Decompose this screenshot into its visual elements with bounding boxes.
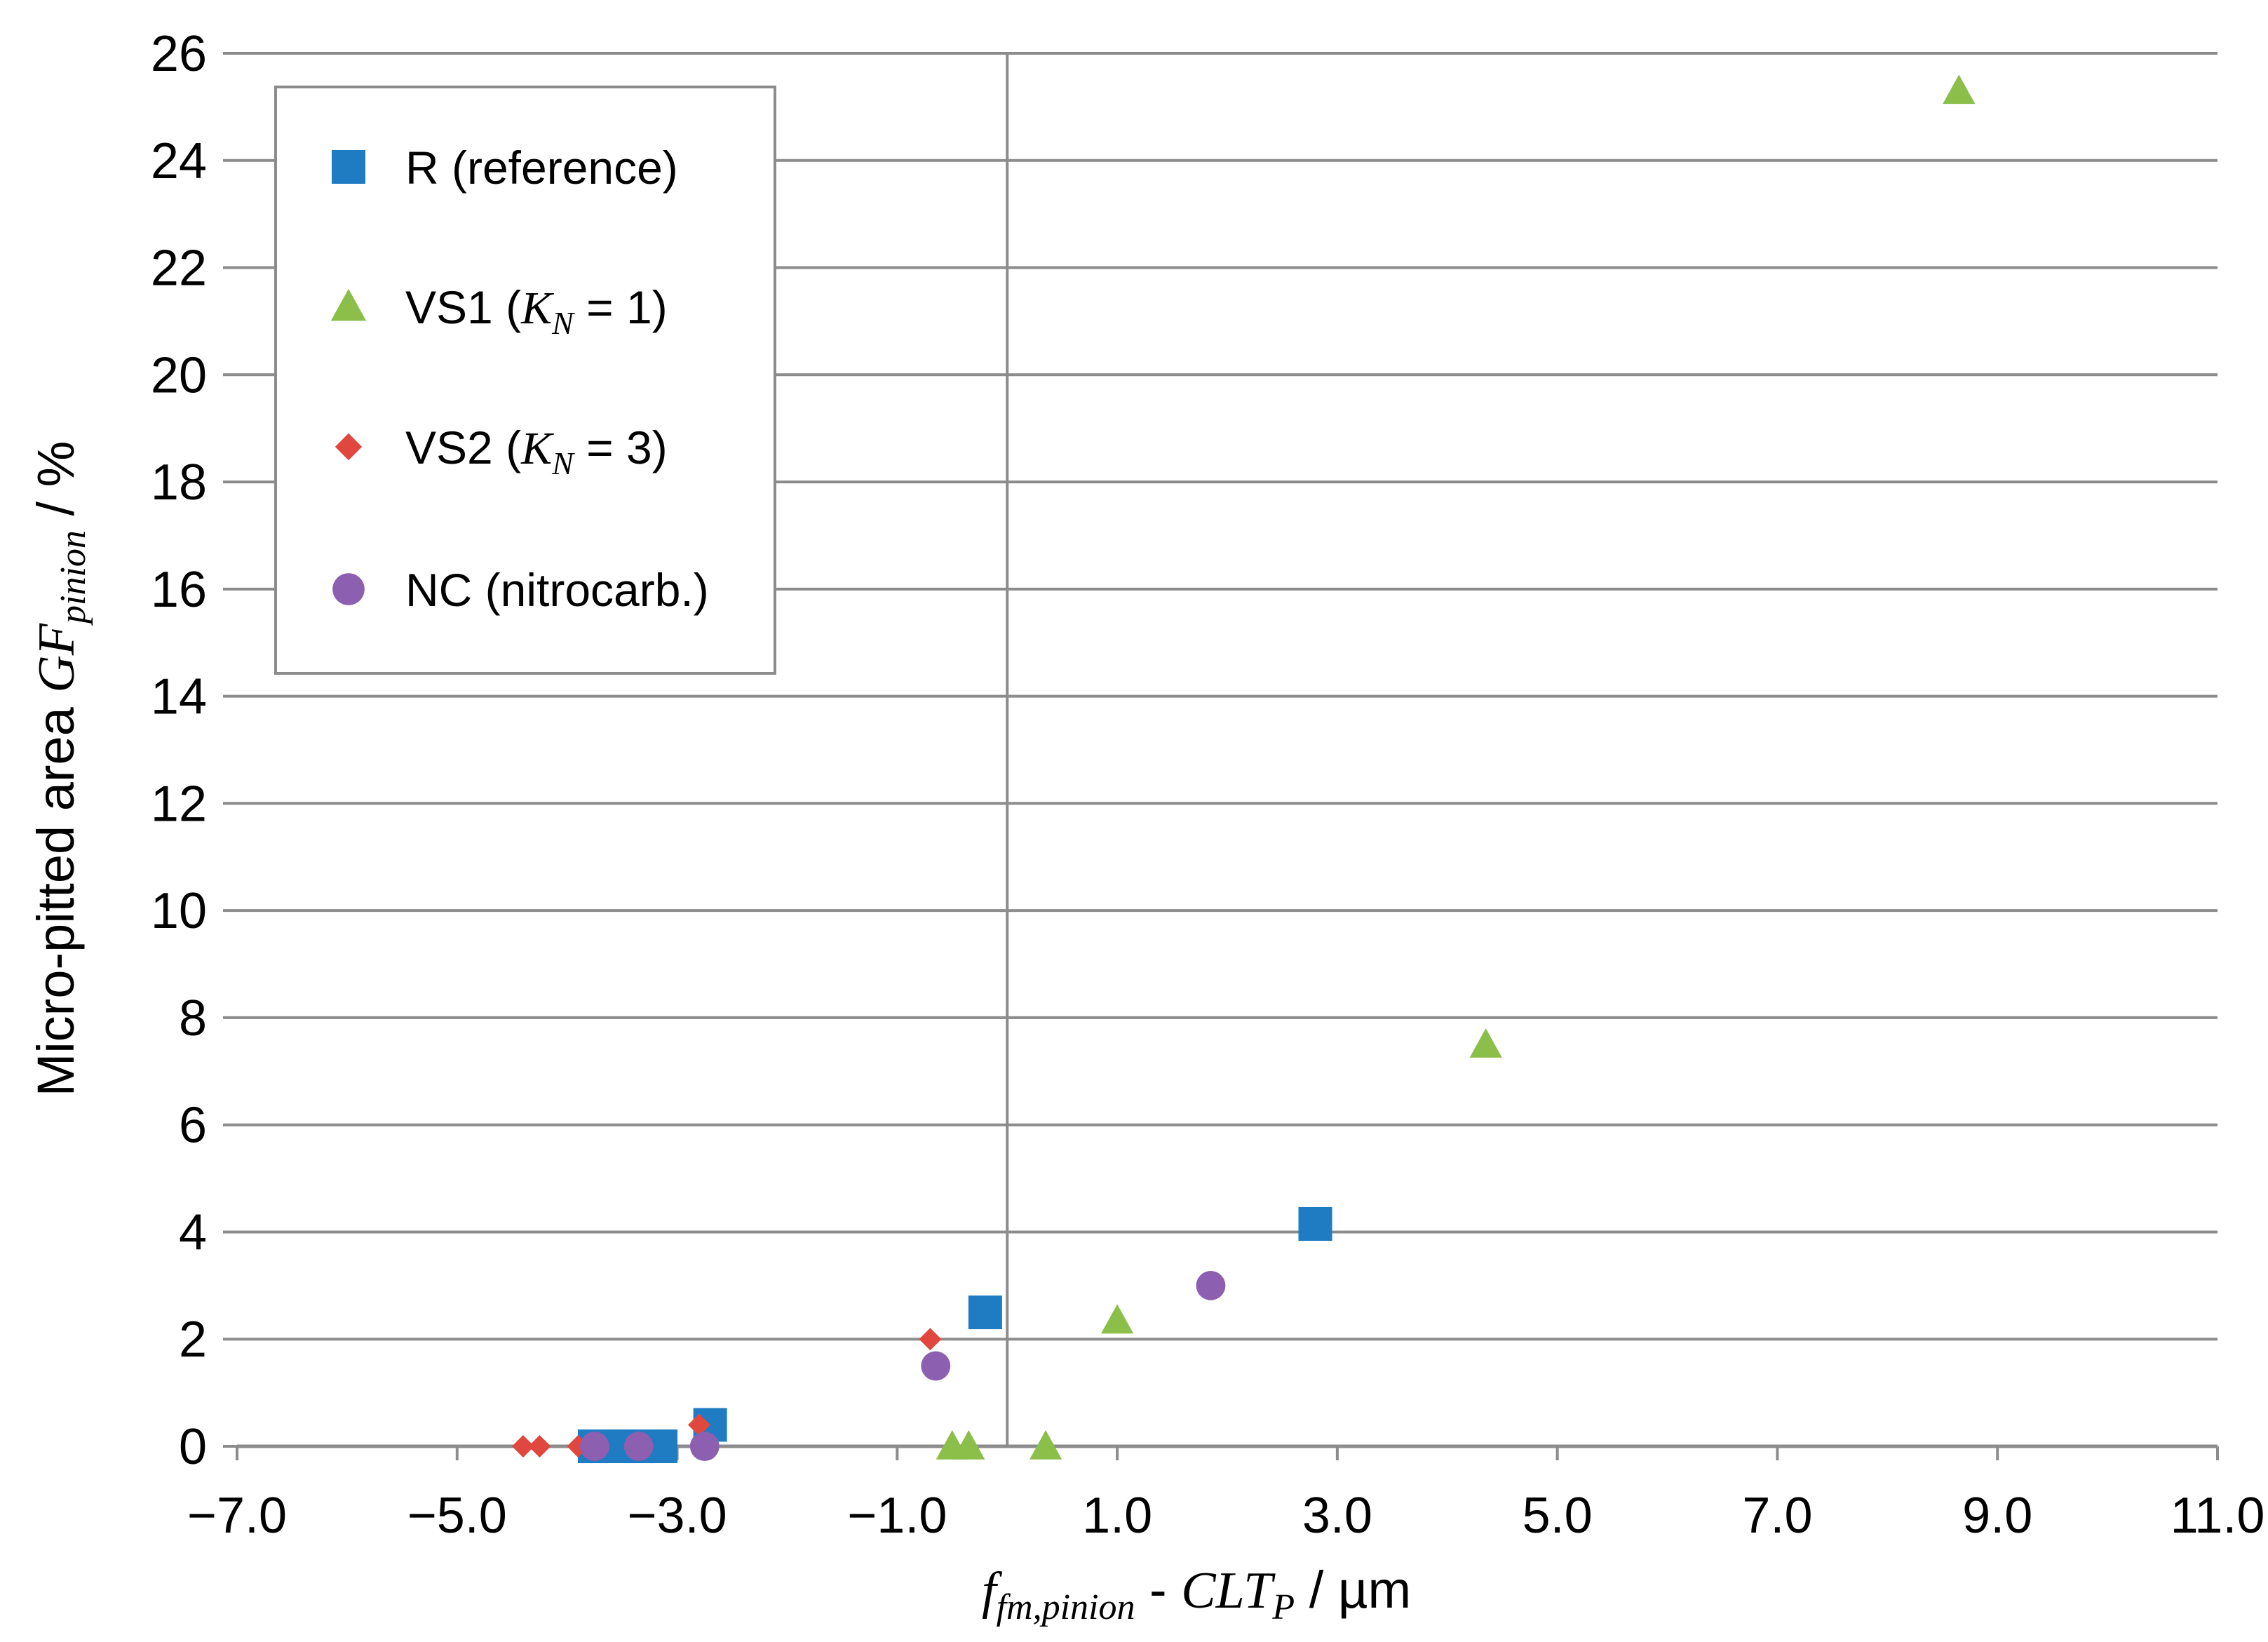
y-axis-title-part-1: GF <box>28 623 86 692</box>
legend-label-2-part-2: N <box>551 445 575 481</box>
legend-label-2-part-1: K <box>520 423 554 474</box>
y-tick-label-9: 18 <box>151 455 207 511</box>
legend-label-1: VS1 (KN = 1) <box>405 281 668 341</box>
legend-label-1-part-1: K <box>520 283 554 334</box>
x-axis-title-part-5: / µm <box>1295 1561 1411 1619</box>
y-axis-title-part-0: Micro-pitted area <box>27 693 85 1097</box>
legend-label-1-part-2: N <box>551 305 575 341</box>
data-markers <box>511 74 1976 1463</box>
point-series-3-3 <box>921 1351 951 1381</box>
x-axis-title-part-2: - <box>1135 1561 1181 1619</box>
point-series-3-4 <box>1196 1270 1226 1300</box>
legend-label-0: R (reference) <box>405 142 678 194</box>
y-tick-label-4: 8 <box>179 990 207 1047</box>
y-tick-label-11: 22 <box>151 241 207 297</box>
point-series-0-6 <box>1298 1207 1332 1241</box>
legend-label-3-part-0: NC (nitrocarb.) <box>405 564 709 616</box>
point-series-2-1 <box>528 1435 551 1458</box>
x-axis-title: ffm,pinion - CLTP / µm <box>982 1561 1411 1627</box>
legend-box <box>274 86 776 675</box>
series-3 <box>579 1270 1226 1461</box>
y-tick-label-0: 0 <box>179 1419 207 1475</box>
y-axis-title: Micro-pitted area GFpinion / % <box>27 441 93 1097</box>
point-series-1-5 <box>1943 74 1976 105</box>
x-tick-label-5: 3.0 <box>1302 1488 1372 1544</box>
legend-label-3: NC (nitrocarb.) <box>405 564 709 616</box>
point-series-2-3 <box>687 1413 710 1436</box>
x-tick-label-8: 9.0 <box>1962 1488 2032 1544</box>
series-1 <box>936 74 1976 1460</box>
legend-label-1-part-0: VS1 ( <box>405 281 521 333</box>
legend-label-0-part-0: R (reference) <box>405 142 678 194</box>
legend-marker-0 <box>332 150 365 184</box>
x-tick-label-4: 1.0 <box>1082 1488 1152 1544</box>
series-2 <box>511 1328 942 1458</box>
legend-marker-1 <box>330 288 367 321</box>
y-axis-title-part-2: pinion <box>53 530 93 626</box>
point-series-1-4 <box>1469 1028 1502 1058</box>
x-tick-label-3: −1.0 <box>847 1488 947 1544</box>
legend: R (reference)VS1 (KN = 1)VS2 (KN = 3)NC … <box>274 86 776 675</box>
point-series-2-0 <box>511 1435 534 1458</box>
x-axis-title-part-4: P <box>1271 1587 1295 1627</box>
point-series-2-4 <box>919 1328 942 1351</box>
y-tick-label-13: 26 <box>151 26 207 82</box>
x-axis-title-part-1: fm,pinion <box>997 1587 1135 1627</box>
legend-marker-3 <box>332 573 365 605</box>
x-tick-label-0: −7.0 <box>187 1488 287 1544</box>
legend-label-1-part-3: = 1) <box>574 281 668 333</box>
y-tick-label-7: 14 <box>151 669 207 725</box>
y-tick-label-10: 20 <box>151 347 207 403</box>
point-series-0-5 <box>968 1296 1002 1330</box>
y-tick-label-8: 16 <box>151 562 207 618</box>
y-tick-label-3: 6 <box>179 1098 207 1154</box>
y-tick-label-1: 2 <box>179 1312 207 1368</box>
y-tick-label-2: 4 <box>179 1204 207 1260</box>
point-series-1-1 <box>952 1429 985 1460</box>
point-series-3-2 <box>689 1432 720 1461</box>
legend-label-2-part-0: VS2 ( <box>405 422 521 473</box>
point-series-1-3 <box>1101 1304 1134 1334</box>
y-tick-label-12: 24 <box>151 133 207 189</box>
y-axis-title-part-3: / % <box>27 441 85 530</box>
y-tick-label-5: 10 <box>151 883 207 939</box>
y-tick-label-6: 12 <box>151 776 207 832</box>
x-tick-label-9: 11.0 <box>2171 1488 2265 1544</box>
axis-titles: ffm,pinion - CLTP / µm Micro-pitted area … <box>27 441 1411 1627</box>
x-tick-label-1: −5.0 <box>407 1488 507 1544</box>
point-series-3-0 <box>579 1432 609 1461</box>
x-tick-label-2: −3.0 <box>627 1488 727 1544</box>
point-series-3-1 <box>623 1432 654 1461</box>
legend-label-2-part-3: = 3) <box>574 422 668 473</box>
x-tick-label-6: 5.0 <box>1523 1488 1593 1544</box>
legend-marker-2 <box>335 433 363 461</box>
legend-label-2: VS2 (KN = 3) <box>405 422 668 481</box>
x-axis-title-part-3: CLT <box>1181 1562 1276 1620</box>
x-tick-label-7: 7.0 <box>1742 1488 1812 1544</box>
point-series-1-2 <box>1030 1429 1062 1460</box>
